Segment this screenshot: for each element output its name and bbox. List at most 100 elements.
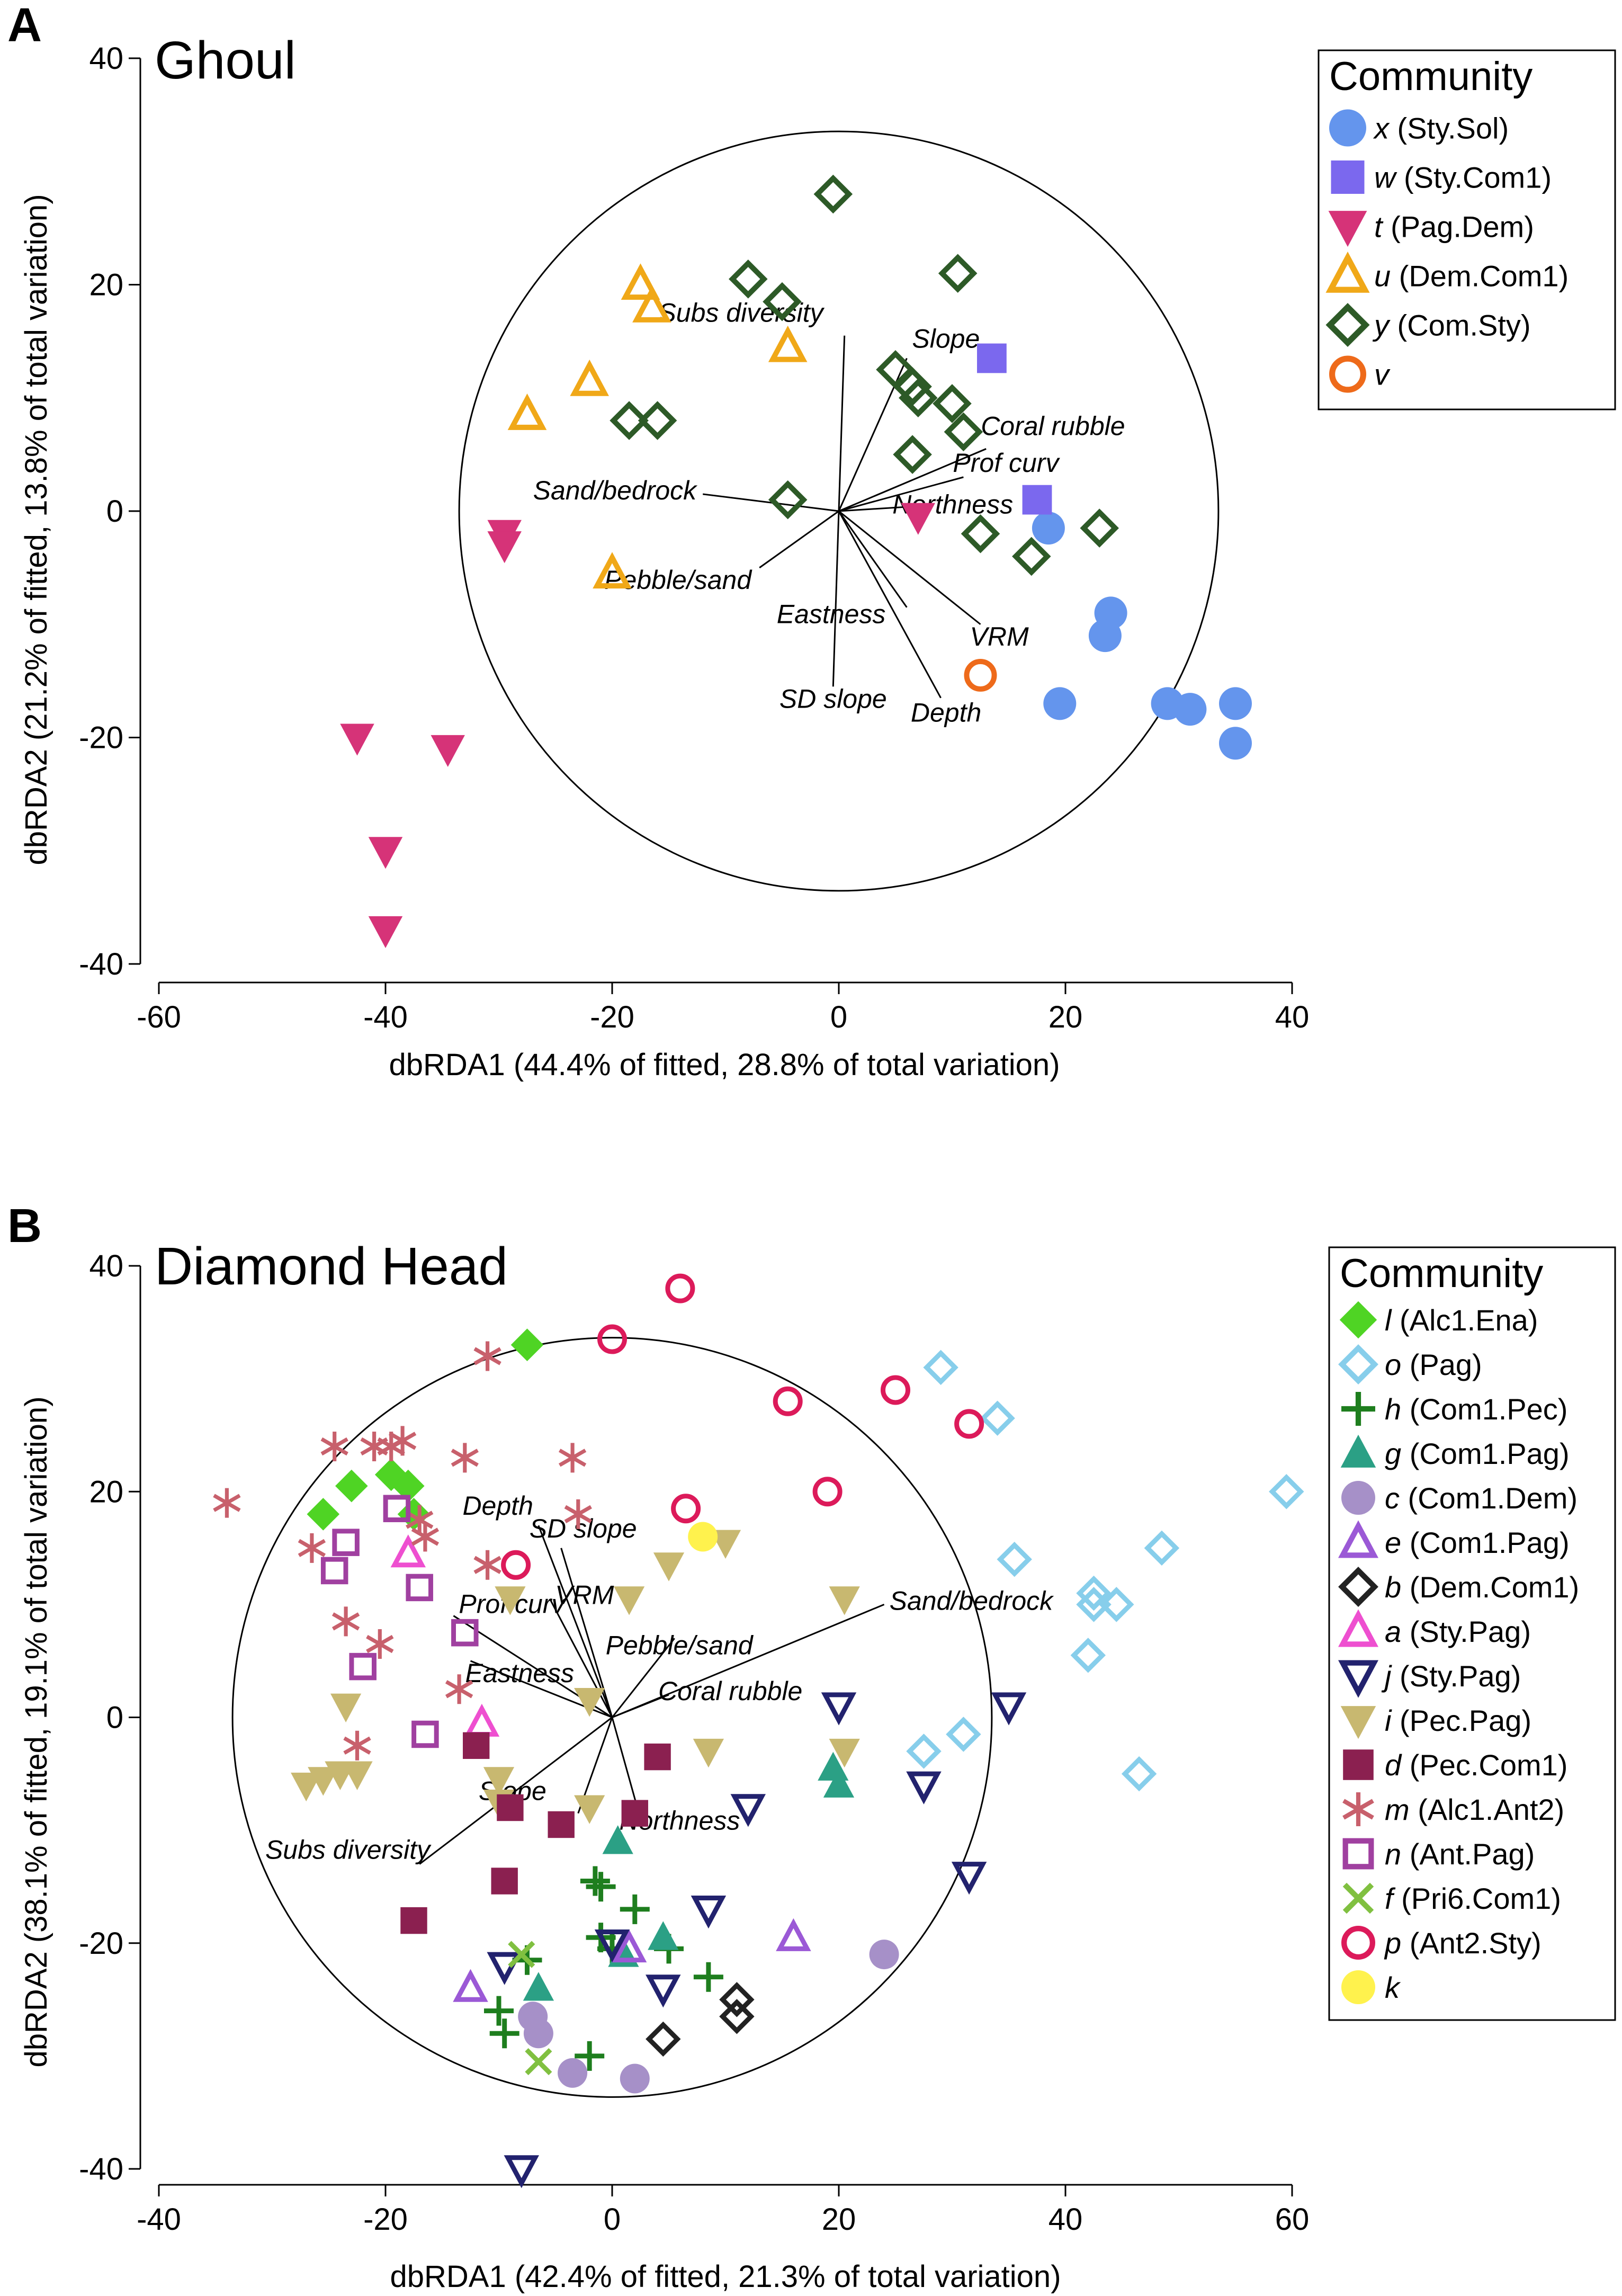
vector-label: Prof curv <box>953 448 1060 478</box>
legend-marker <box>1342 1882 1374 1914</box>
x-tick-label: -40 <box>137 2202 181 2237</box>
data-point <box>360 1432 388 1461</box>
panel-b-legend: Community l (Alc1.Ena) o (Pag) h (Com1.Pec)… <box>1328 1246 1616 2021</box>
x-tick-label: 0 <box>830 1000 847 1034</box>
panel-b-y-axis-label: dbRDA2 (38.1% of fitted, 19.1% of total … <box>19 1396 53 2067</box>
legend-label: o (Pag) <box>1385 1348 1482 1381</box>
data-point <box>564 1499 592 1529</box>
legend-marker <box>1341 1970 1375 2004</box>
y-tick-label: -40 <box>79 947 123 981</box>
data-point <box>330 1693 362 1722</box>
legend-marker <box>1342 1792 1374 1826</box>
data-point <box>473 1550 501 1580</box>
data-point <box>451 1443 479 1473</box>
data-point <box>1012 537 1051 576</box>
y-tick-label: 20 <box>89 268 123 302</box>
data-point <box>340 723 374 756</box>
panel-a-title: Ghoul <box>155 31 296 90</box>
data-point <box>946 1717 981 1752</box>
equilibrium-circle <box>231 1337 993 2098</box>
legend-label: a (Sty.Pag) <box>1385 1615 1531 1648</box>
equilibrium-circle <box>458 130 1220 892</box>
data-point <box>451 1619 479 1647</box>
data-point <box>508 1941 535 1968</box>
vector-label: Slope <box>912 324 980 353</box>
data-point <box>491 1868 518 1895</box>
legend-label: h (Com1.Pec) <box>1385 1392 1567 1426</box>
vector-label: Coral rubble <box>658 1676 802 1706</box>
legend-label: y (Com.Sty) <box>1372 309 1531 342</box>
data-point <box>923 1350 958 1386</box>
data-point <box>406 1505 434 1535</box>
vector-line <box>419 1717 613 1865</box>
data-point <box>332 1529 360 1556</box>
legend-label: x (Sty.Sol) <box>1373 112 1509 145</box>
legend-marker <box>1331 160 1365 194</box>
data-point <box>523 1972 554 2001</box>
data-point <box>938 254 978 293</box>
data-point <box>597 1324 627 1354</box>
y-tick-label: 0 <box>106 1701 123 1735</box>
data-point <box>644 1743 671 1771</box>
data-point <box>558 1443 587 1473</box>
x-tick-label: 40 <box>1049 2202 1083 2237</box>
vector-label: Pebble/sand <box>606 1630 754 1660</box>
legend-marker <box>1338 1660 1378 1698</box>
data-point <box>602 1825 633 1854</box>
vector-label: Subs diversity <box>265 1835 432 1865</box>
data-point <box>611 1929 647 1963</box>
panel-a-x-axis-label: dbRDA1 (44.4% of fitted, 28.8% of total … <box>389 1048 1060 1082</box>
data-point <box>693 1962 723 1992</box>
data-point <box>823 1768 855 1798</box>
data-point <box>997 1541 1032 1577</box>
data-point <box>776 1918 811 1951</box>
data-point <box>342 1761 373 1790</box>
vector-line <box>611 1638 675 1718</box>
panel-b-points <box>213 1273 1304 2188</box>
y-tick-label: 40 <box>89 41 123 76</box>
data-point <box>933 384 972 423</box>
data-point <box>411 1522 440 1552</box>
legend-marker <box>1329 355 1367 393</box>
legend-marker <box>1341 1926 1376 1960</box>
data-point <box>343 1730 371 1761</box>
legend-marker <box>1338 1567 1378 1607</box>
data-point <box>719 1999 755 2034</box>
data-point <box>406 1574 433 1602</box>
vector-line <box>759 510 839 569</box>
panel-a-legend: Community x (Sty.Sol) w (Sty.Com1) t (Pag.D… <box>1318 49 1616 410</box>
data-point <box>768 325 808 362</box>
panel-a-axes: -60 -40 -20 0 20 40 -40 -20 0 20 40 <box>79 41 1309 1034</box>
data-point <box>1088 619 1122 653</box>
data-point <box>510 1328 544 1361</box>
data-point <box>954 1409 984 1439</box>
data-point <box>335 1469 368 1503</box>
panel-b-equilibrium-circle <box>231 1337 993 2098</box>
vector-label: Eastness <box>465 1658 575 1688</box>
vector-label: Depth <box>462 1491 533 1521</box>
data-point <box>298 1533 326 1563</box>
legend-label: u (Dem.Com1) <box>1374 260 1569 293</box>
vector-line <box>838 510 981 625</box>
data-point <box>710 1530 741 1559</box>
data-point <box>1070 1638 1106 1673</box>
data-point <box>719 1982 755 2017</box>
x-tick-label: -20 <box>590 1000 634 1034</box>
data-point <box>610 401 649 440</box>
data-point <box>431 735 465 767</box>
legend-label: e (Com1.Pag) <box>1385 1526 1570 1559</box>
panel-b-title: Diamond Head <box>155 1237 508 1296</box>
legend-label: i (Pec.Pag) <box>1385 1704 1531 1737</box>
data-point <box>575 2041 605 2071</box>
data-point <box>638 401 677 440</box>
data-point <box>368 837 403 869</box>
legend-label: k <box>1385 1971 1401 2004</box>
x-tick-label: -60 <box>137 1000 181 1034</box>
data-point <box>773 1386 803 1416</box>
legend-label: d (Pec.Com1) <box>1385 1748 1567 1782</box>
y-tick-label: -20 <box>79 721 123 755</box>
vector-line <box>838 448 987 512</box>
data-point <box>980 1400 1015 1436</box>
data-point <box>463 1732 490 1759</box>
data-point <box>729 260 768 299</box>
